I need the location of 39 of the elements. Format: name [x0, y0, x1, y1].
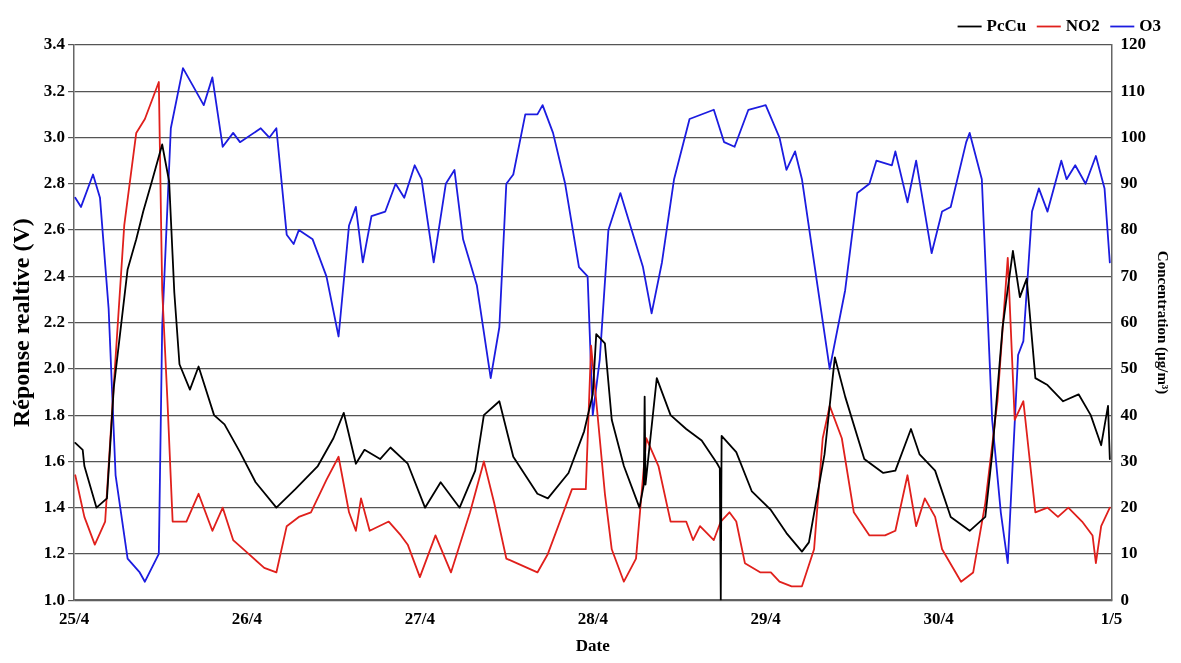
y-tick-label: 2.8	[43, 173, 66, 193]
legend-label: PcCu	[986, 15, 1027, 35]
x-tick-label: 27/4	[404, 608, 436, 628]
y2-tick-label: 70	[1120, 265, 1138, 285]
y-tick-label: 1.0	[43, 589, 66, 609]
y-tick-label: 1.6	[43, 450, 66, 470]
y2-tick-label: 100	[1120, 126, 1146, 146]
y2-tick-label: 110	[1120, 80, 1146, 100]
y-tick-label: 1.8	[43, 404, 66, 424]
y2-tick-label: 80	[1120, 219, 1138, 239]
x-tick-label: 29/4	[750, 608, 782, 628]
y2-tick-label: 50	[1120, 358, 1138, 378]
y-tick-label: 3.0	[43, 126, 66, 146]
y2-tick-label: 0	[1120, 589, 1129, 609]
x-tick-label: 26/4	[231, 608, 263, 628]
y-axis-title: Réponse realtive (V)	[7, 218, 34, 428]
y-tick-label: 2.4	[43, 265, 66, 285]
y2-tick-label: 30	[1120, 450, 1138, 470]
y2-tick-label: 120	[1120, 34, 1146, 54]
x-tick-label: 1/5	[1100, 608, 1123, 628]
x-tick-label: 28/4	[577, 608, 609, 628]
y2-tick-label: 10	[1120, 543, 1138, 563]
y-tick-label: 1.4	[43, 497, 66, 517]
y2-axis-title: Concentration (µg/m³)	[1154, 250, 1172, 395]
y2-tick-label: 40	[1120, 404, 1138, 424]
x-tick-label: 25/4	[58, 608, 90, 628]
y-tick-label: 2.0	[43, 358, 66, 378]
x-axis-title: Date	[575, 636, 611, 656]
y-tick-label: 2.2	[43, 311, 66, 331]
y2-tick-label: 90	[1120, 173, 1138, 193]
y-tick-label: 1.2	[43, 543, 66, 563]
x-tick-label: 30/4	[923, 608, 955, 628]
y2-tick-label: 20	[1120, 497, 1138, 517]
legend-label: NO2	[1065, 15, 1100, 35]
legend-label: O3	[1139, 15, 1162, 35]
y2-tick-label: 60	[1120, 311, 1138, 331]
y-tick-label: 2.6	[43, 219, 66, 239]
y-tick-label: 3.4	[43, 34, 66, 54]
y-tick-label: 3.2	[43, 80, 66, 100]
